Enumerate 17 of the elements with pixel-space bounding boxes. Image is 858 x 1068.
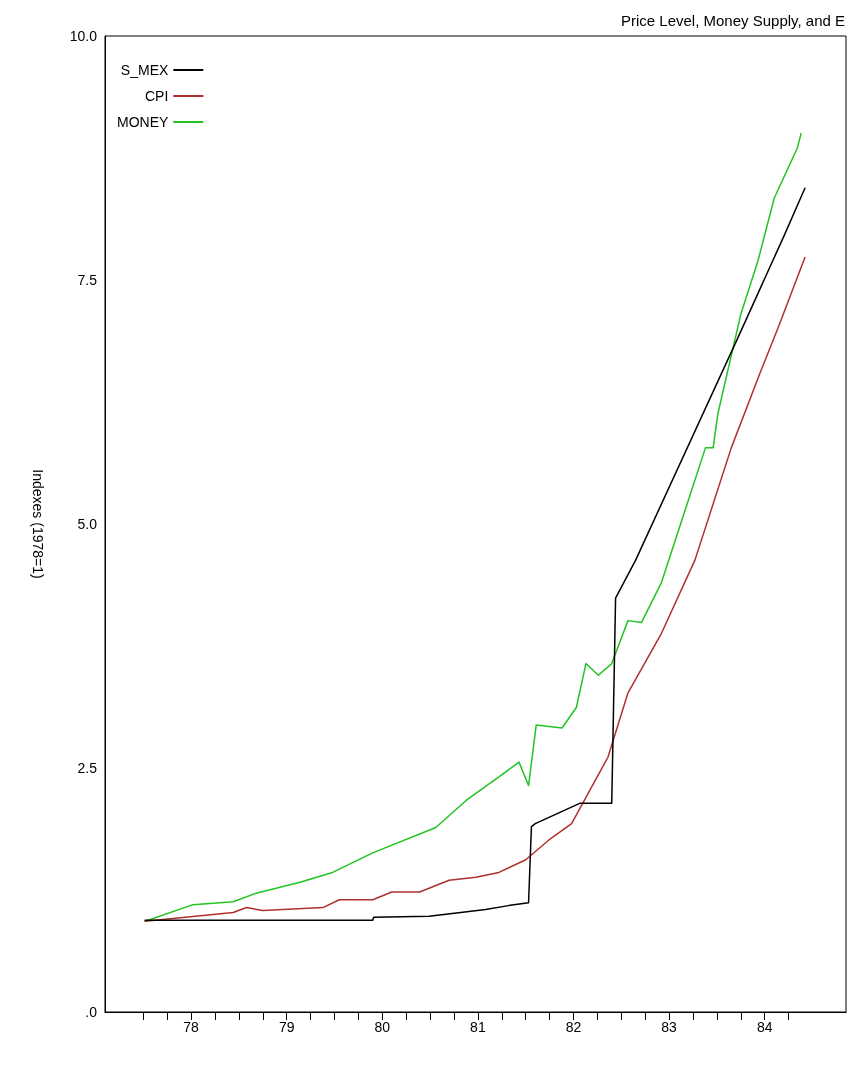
x-tick-label: 81 bbox=[470, 1019, 486, 1035]
y-tick-label: 2.5 bbox=[77, 760, 98, 776]
x-tick-label: 79 bbox=[278, 1019, 295, 1035]
legend-label: MONEY bbox=[116, 114, 169, 130]
y-tick-label: 7.5 bbox=[77, 272, 98, 288]
chart-title: Price Level, Money Supply, and E bbox=[620, 12, 845, 29]
x-tick-label: 83 bbox=[661, 1019, 678, 1035]
legend-label: CPI bbox=[144, 88, 169, 104]
legend-label: S_MEX bbox=[120, 62, 169, 78]
y-tick-label: 10.0 bbox=[69, 28, 98, 44]
y-tick-label: .0 bbox=[85, 1004, 98, 1020]
x-tick-label: 78 bbox=[183, 1019, 200, 1035]
y-axis-title: Indexes (1978=1) bbox=[30, 469, 46, 579]
x-tick-label: 82 bbox=[565, 1019, 582, 1035]
x-tick-label: 80 bbox=[374, 1019, 391, 1035]
x-tick-label: 84 bbox=[756, 1019, 773, 1035]
y-tick-label: 5.0 bbox=[77, 516, 98, 532]
